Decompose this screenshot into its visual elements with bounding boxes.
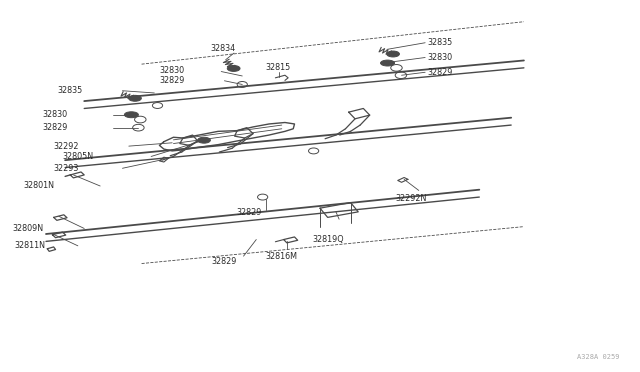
Text: 32292N: 32292N bbox=[395, 195, 427, 203]
Text: 32829: 32829 bbox=[427, 68, 452, 77]
Text: 32811N: 32811N bbox=[14, 241, 45, 250]
Text: 32293: 32293 bbox=[54, 164, 79, 173]
Text: 32805N: 32805N bbox=[62, 152, 93, 161]
Text: 32819Q: 32819Q bbox=[312, 235, 344, 244]
Ellipse shape bbox=[381, 60, 394, 66]
Text: 32815: 32815 bbox=[266, 62, 291, 72]
Text: 32834: 32834 bbox=[211, 44, 236, 53]
Text: 32835: 32835 bbox=[58, 86, 83, 95]
Text: 32829: 32829 bbox=[159, 76, 185, 85]
Ellipse shape bbox=[124, 112, 138, 118]
Ellipse shape bbox=[387, 51, 399, 57]
Text: 32829: 32829 bbox=[43, 123, 68, 132]
Text: 32816M: 32816M bbox=[266, 251, 298, 261]
Text: A328A 0259: A328A 0259 bbox=[577, 353, 620, 359]
Text: 32829: 32829 bbox=[236, 208, 261, 217]
Ellipse shape bbox=[227, 65, 240, 71]
Text: 32801N: 32801N bbox=[24, 182, 54, 190]
Ellipse shape bbox=[198, 137, 211, 143]
Text: 32809N: 32809N bbox=[13, 224, 44, 233]
Text: 32829: 32829 bbox=[212, 257, 237, 266]
Text: 32830: 32830 bbox=[427, 53, 452, 62]
Text: 32830: 32830 bbox=[43, 110, 68, 119]
Text: 32830: 32830 bbox=[159, 66, 184, 75]
Ellipse shape bbox=[129, 95, 141, 101]
Text: 32292: 32292 bbox=[54, 142, 79, 151]
Text: 32835: 32835 bbox=[427, 38, 452, 47]
